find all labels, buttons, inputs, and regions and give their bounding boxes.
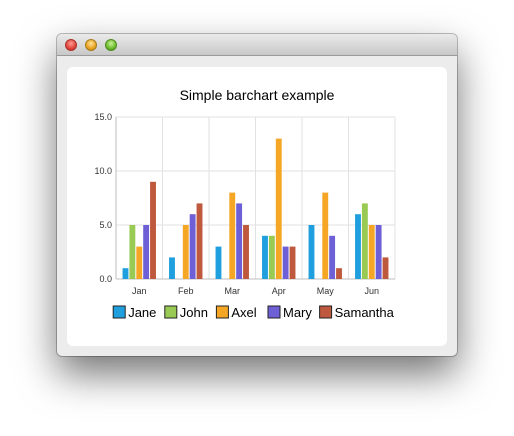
bar-jane-feb (169, 257, 175, 279)
legend-label-mary: Mary (283, 305, 312, 320)
y-axis-ticks: 0.0 5.0 10.0 15.0 (94, 112, 112, 284)
legend-swatch-samantha (319, 305, 333, 319)
bar-mary-apr (282, 246, 289, 279)
bar-series (122, 138, 389, 279)
bar-chart: Simple barchart example 0.0 5.0 10.0 15.0 J… (94, 87, 396, 320)
y-tick-label: 10.0 (94, 166, 112, 176)
title-bar[interactable] (57, 34, 457, 56)
legend-swatch-john (164, 305, 178, 319)
bar-samantha-jan (150, 181, 156, 279)
bar-john-apr (268, 235, 275, 279)
bar-samantha-apr (289, 246, 296, 279)
x-tick-label: Feb (178, 286, 194, 296)
bar-axel-mar (229, 192, 236, 279)
bar-mary-mar (236, 203, 243, 279)
x-axis-ticks: Jan Feb Mar Apr May Jun (132, 286, 379, 296)
chart-title: Simple barchart example (180, 87, 335, 103)
x-tick-label: May (317, 286, 335, 296)
bar-mary-jun (375, 225, 382, 279)
grid-lines (115, 116, 396, 280)
x-tick-label: Jan (132, 286, 147, 296)
bar-jane-jan (122, 268, 129, 279)
y-tick-label: 5.0 (99, 220, 112, 230)
bar-jane-may (308, 225, 315, 279)
legend-swatch-mary (267, 305, 281, 319)
bar-axel-may (322, 192, 329, 279)
legend-swatch-axel (215, 305, 229, 319)
bar-john-jan (129, 225, 136, 279)
bar-mary-feb (189, 214, 196, 279)
bar-jane-apr (262, 235, 268, 279)
bar-samantha-may (336, 268, 342, 279)
legend-label-samantha: Samantha (335, 305, 395, 320)
bar-samantha-mar (243, 225, 249, 279)
x-tick-label: Mar (225, 286, 241, 296)
bar-axel-feb (182, 225, 189, 279)
bar-jane-jun (355, 214, 361, 279)
bar-axel-apr (275, 138, 282, 279)
bar-samantha-feb (196, 203, 203, 279)
app-window: Simple barchart example 0.0 5.0 10.0 15.0 J… (57, 34, 457, 356)
legend-label-axel: Axel (231, 305, 256, 320)
legend: Jane John Axel Mary Samantha (112, 305, 395, 320)
bar-axel-jan (136, 246, 143, 279)
bar-axel-jun (368, 225, 375, 279)
bar-samantha-jun (382, 257, 389, 279)
close-button[interactable] (65, 39, 77, 51)
legend-label-jane: Jane (128, 305, 156, 320)
y-tick-label: 0.0 (99, 274, 112, 284)
x-tick-label: Jun (364, 286, 379, 296)
maximize-button[interactable] (105, 39, 117, 51)
bar-jane-mar (215, 246, 222, 279)
bar-mary-jan (143, 225, 150, 279)
y-tick-label: 15.0 (94, 112, 112, 122)
chart-view: Simple barchart example 0.0 5.0 10.0 15.0 J… (67, 67, 447, 346)
legend-swatch-jane (112, 305, 126, 319)
minimize-button[interactable] (85, 39, 97, 51)
legend-label-john: John (180, 305, 208, 320)
bar-mary-may (329, 235, 336, 279)
x-tick-label: Apr (272, 286, 286, 296)
bar-john-jun (361, 203, 368, 279)
